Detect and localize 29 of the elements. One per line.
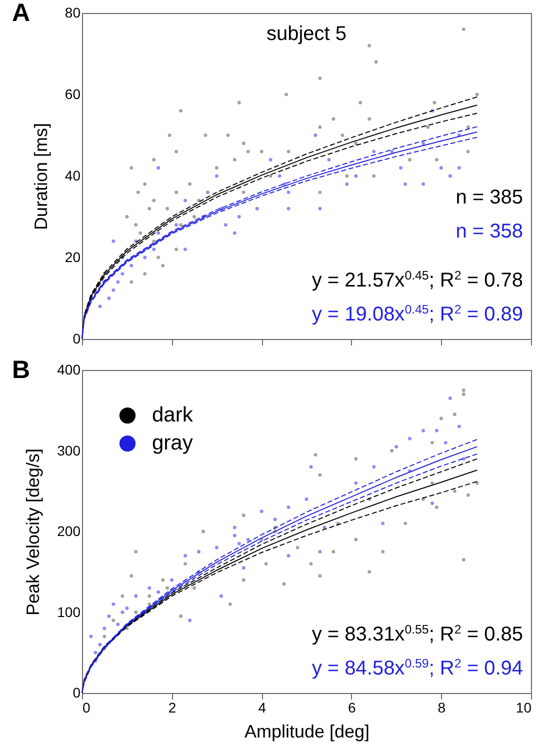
x-tick-label: 4	[258, 700, 266, 716]
chart-title: A	[12, 0, 30, 28]
y-tick-label: 20	[64, 249, 81, 265]
x-tick-label: 6	[348, 700, 356, 716]
annotation: y = 21.57x$^{0.45}$; R$^{2}$ = 0.78	[312, 268, 523, 292]
y-axis-title: Peak Velocity [deg/s]	[23, 448, 44, 616]
annotation: y = 84.58x$^{0.59}$; R$^{2}$ = 0.94	[312, 656, 523, 680]
x-tick-label: 8	[438, 700, 446, 716]
chart-title: B	[12, 356, 30, 385]
y-tick-label: 0	[72, 684, 81, 700]
y-axis-title: Duration [ms]	[30, 122, 51, 230]
annotation: subject 5	[266, 23, 347, 46]
y-tick-label: 400	[57, 362, 81, 378]
annotation: n = 385	[456, 186, 523, 210]
annotation: n = 358	[456, 220, 523, 244]
legend-label: dark	[152, 404, 194, 426]
annotation: y = 19.08x$^{0.45}$; R$^{2}$ = 0.89	[312, 302, 523, 326]
y-tick-label: 100	[57, 604, 81, 620]
y-tick-label: 40	[64, 168, 81, 184]
x-tick-label: 10	[516, 700, 532, 716]
legend-label: gray	[152, 432, 194, 454]
y-tick-label: 200	[57, 523, 81, 539]
annotation: y = 83.31x$^{0.55}$; R$^{2}$ = 0.85	[312, 622, 523, 646]
y-tick-label: 300	[57, 442, 81, 458]
y-tick-label: 80	[64, 4, 81, 20]
x-axis-title: Amplitude [deg]	[244, 722, 370, 742]
y-tick-label: 60	[64, 86, 81, 102]
y-tick-label: 0	[72, 330, 81, 346]
x-tick-label: 2	[168, 700, 176, 716]
